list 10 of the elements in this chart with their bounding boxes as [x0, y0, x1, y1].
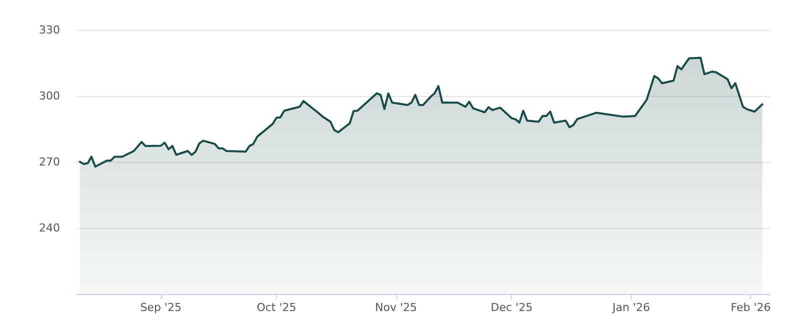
- x-tick-label: Dec '25: [490, 301, 533, 314]
- x-tick-label: Sep '25: [140, 301, 182, 314]
- x-tick-label: Nov '25: [375, 301, 418, 314]
- x-tick-label: Oct '25: [256, 301, 296, 314]
- x-tick-label: Jan '26: [611, 301, 650, 314]
- y-tick-label: 240: [39, 222, 60, 234]
- y-tick-label: 300: [39, 90, 60, 102]
- x-tick-label: Feb '26: [730, 301, 771, 314]
- y-tick-label: 330: [39, 24, 60, 36]
- y-tick-label: 270: [39, 156, 60, 168]
